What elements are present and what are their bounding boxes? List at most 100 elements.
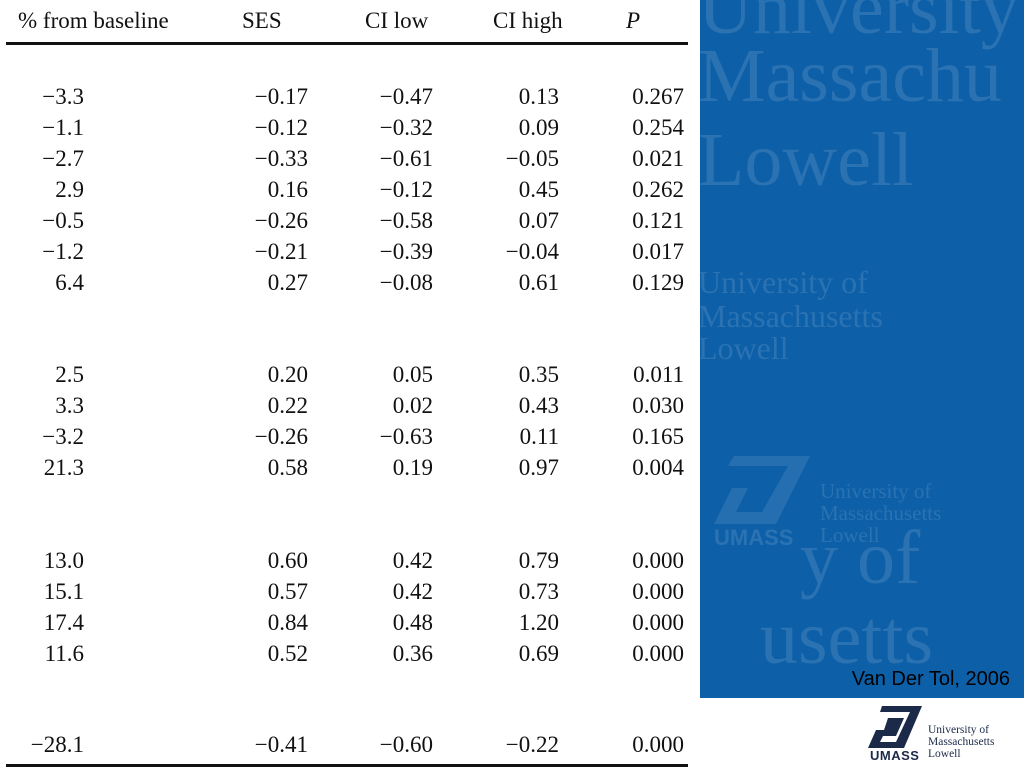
cell-ses: −0.21 bbox=[254, 239, 308, 264]
cell-p-value: 0.165 bbox=[632, 424, 684, 449]
cell-ci-high: 0.69 bbox=[518, 641, 559, 666]
cell-percent-from-baseline: 17.4 bbox=[43, 610, 84, 635]
cell-percent-from-baseline: 15.1 bbox=[43, 579, 84, 604]
watermark-text: Massachusetts bbox=[820, 501, 942, 526]
cell-ci-low: 0.05 bbox=[392, 362, 433, 387]
cell-ses: −0.12 bbox=[254, 115, 308, 140]
watermark-text: Massachu bbox=[700, 34, 1002, 118]
table-row: 6.4 0.27 −0.08 0.61 0.129 bbox=[0, 270, 688, 300]
table-row: 11.6 0.52 0.36 0.69 0.000 bbox=[0, 641, 688, 671]
cell-ses: −0.17 bbox=[254, 84, 308, 109]
cell-ci-high: −0.05 bbox=[505, 146, 559, 171]
table-row: 15.1 0.57 0.42 0.73 0.000 bbox=[0, 579, 688, 609]
cell-ci-low: 0.42 bbox=[392, 579, 433, 604]
cell-p-value: 0.262 bbox=[632, 177, 684, 202]
cell-percent-from-baseline: 6.4 bbox=[55, 270, 84, 295]
table-top-rule bbox=[6, 42, 688, 45]
watermark-text: Lowell bbox=[820, 523, 880, 548]
table-row: 13.0 0.60 0.42 0.79 0.000 bbox=[0, 548, 688, 578]
cell-p-value: 0.267 bbox=[632, 84, 684, 109]
table-row: −3.3 −0.17 −0.47 0.13 0.267 bbox=[0, 84, 688, 114]
cell-ci-high: 0.35 bbox=[518, 362, 559, 387]
cell-ses: 0.60 bbox=[267, 548, 308, 573]
cell-percent-from-baseline: 3.3 bbox=[55, 393, 84, 418]
table-row: −2.7 −0.33 −0.61 −0.05 0.021 bbox=[0, 146, 688, 176]
cell-p-value: 0.121 bbox=[632, 208, 684, 233]
cell-ses: −0.41 bbox=[254, 732, 308, 757]
cell-ci-high: 0.11 bbox=[519, 424, 559, 449]
cell-percent-from-baseline: −1.1 bbox=[42, 115, 84, 140]
watermark-umass: UMASS bbox=[714, 525, 794, 550]
cell-ci-low: 0.36 bbox=[392, 641, 433, 666]
cell-ci-low: −0.12 bbox=[379, 177, 433, 202]
cell-ci-high: 0.13 bbox=[518, 84, 559, 109]
table-bottom-rule bbox=[6, 764, 688, 767]
header-percent-from-baseline: % from baseline bbox=[18, 8, 169, 33]
cell-ci-high: 0.73 bbox=[518, 579, 559, 604]
cell-ci-low: 0.42 bbox=[392, 548, 433, 573]
cell-p-value: 0.000 bbox=[632, 610, 684, 635]
watermark-text: usetts bbox=[760, 596, 934, 680]
cell-ci-high: 1.20 bbox=[518, 610, 559, 635]
cell-p-value: 0.004 bbox=[632, 455, 684, 480]
cell-percent-from-baseline: 2.9 bbox=[55, 177, 84, 202]
cell-ci-high: −0.22 bbox=[505, 732, 559, 757]
watermark-text: Lowell bbox=[700, 118, 914, 202]
logo-university-text: University of Massachusetts Lowell bbox=[928, 724, 994, 760]
citation: Van Der Tol, 2006 bbox=[851, 668, 1010, 690]
cell-ci-high: 0.09 bbox=[518, 115, 559, 140]
watermark-text: Massachusetts bbox=[700, 298, 883, 334]
table-row: −1.1 −0.12 −0.32 0.09 0.254 bbox=[0, 115, 688, 145]
cell-percent-from-baseline: 13.0 bbox=[43, 548, 84, 573]
table-header-row: % from baseline SES CI low CI high P bbox=[0, 8, 688, 38]
cell-ci-high: 0.45 bbox=[518, 177, 559, 202]
cell-ses: 0.58 bbox=[267, 455, 308, 480]
cell-ci-low: −0.08 bbox=[379, 270, 433, 295]
table-row: 3.3 0.22 0.02 0.43 0.030 bbox=[0, 393, 688, 423]
watermark-text: University of bbox=[820, 479, 932, 503]
header-p-value: P bbox=[626, 8, 641, 33]
cell-ci-low: −0.58 bbox=[379, 208, 433, 233]
cell-ses: 0.27 bbox=[267, 270, 308, 295]
cell-p-value: 0.011 bbox=[633, 362, 684, 387]
cell-ci-low: −0.63 bbox=[379, 424, 433, 449]
header-ci-high: CI high bbox=[493, 8, 563, 33]
table-row: −3.2 −0.26 −0.63 0.11 0.165 bbox=[0, 424, 688, 454]
cell-percent-from-baseline: 21.3 bbox=[43, 455, 84, 480]
cell-p-value: 0.021 bbox=[632, 146, 684, 171]
header-ci-low: CI low bbox=[365, 8, 429, 33]
cell-p-value: 0.254 bbox=[632, 115, 684, 140]
cell-ses: 0.57 bbox=[267, 579, 308, 604]
cell-ci-low: −0.39 bbox=[379, 239, 433, 264]
watermark-logo-icon bbox=[714, 456, 810, 524]
cell-ci-low: −0.47 bbox=[379, 84, 433, 109]
watermark-text: University of bbox=[700, 264, 868, 300]
cell-ses: 0.52 bbox=[267, 641, 308, 666]
cell-ses: −0.33 bbox=[254, 146, 308, 171]
cell-p-value: 0.000 bbox=[632, 732, 684, 757]
branding-panel: University Massachu Lowell University of… bbox=[700, 0, 1024, 698]
watermark-text: y of bbox=[800, 516, 921, 600]
cell-ses: −0.26 bbox=[254, 424, 308, 449]
cell-percent-from-baseline: −3.2 bbox=[42, 424, 84, 449]
cell-ci-low: 0.02 bbox=[392, 393, 433, 418]
umass-lowell-logo: UMASS University of Massachusetts Lowell bbox=[868, 702, 1018, 764]
logo-line: University of bbox=[928, 724, 990, 736]
table-row: 2.9 0.16 −0.12 0.45 0.262 bbox=[0, 177, 688, 207]
cell-ci-low: 0.48 bbox=[392, 610, 433, 635]
logo-line: Lowell bbox=[928, 748, 961, 760]
cell-p-value: 0.000 bbox=[632, 641, 684, 666]
cell-ci-high: 0.43 bbox=[518, 393, 559, 418]
cell-ses: 0.16 bbox=[267, 177, 308, 202]
watermark-text: University bbox=[700, 0, 1019, 50]
cell-percent-from-baseline: −3.3 bbox=[42, 84, 84, 109]
umass-logo-icon bbox=[868, 704, 922, 748]
cell-percent-from-baseline: −0.5 bbox=[42, 208, 84, 233]
table-row: −0.5 −0.26 −0.58 0.07 0.121 bbox=[0, 208, 688, 238]
logo-line: Massachusetts bbox=[928, 736, 995, 748]
cell-ci-high: 0.97 bbox=[518, 455, 559, 480]
cell-ses: 0.22 bbox=[267, 393, 308, 418]
cell-ci-low: −0.32 bbox=[379, 115, 433, 140]
cell-p-value: 0.000 bbox=[632, 548, 684, 573]
cell-ci-low: −0.61 bbox=[379, 146, 433, 171]
